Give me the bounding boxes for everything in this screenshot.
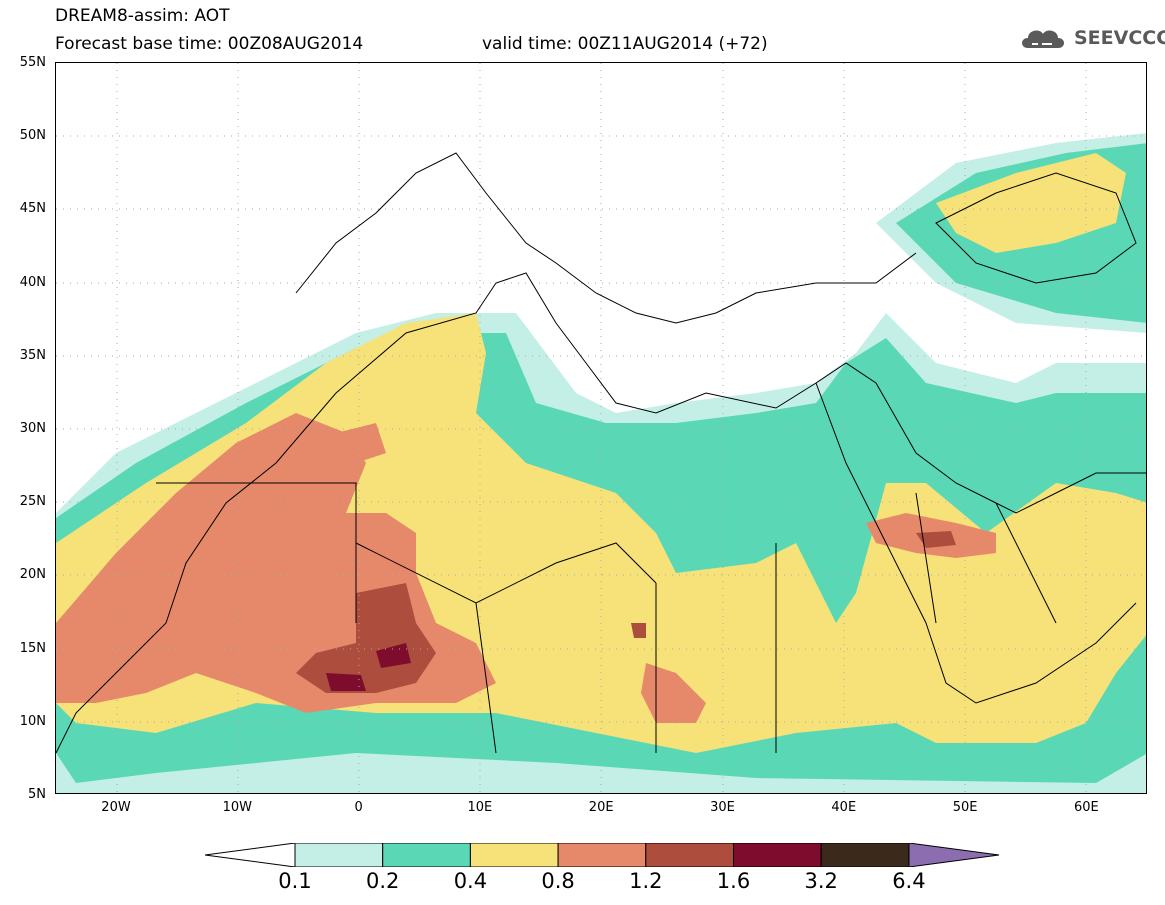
- colorbar-label: 1.2: [629, 869, 663, 893]
- logo-text: SEEVCCC: [1074, 27, 1165, 49]
- valid-time: valid time: 00Z11AUG2014 (+72): [482, 34, 768, 54]
- seevccc-logo: SEEVCCC: [1018, 24, 1165, 52]
- lon-label: 40E: [831, 800, 857, 815]
- colorbar: [204, 842, 1001, 871]
- lat-label: 30N: [19, 421, 46, 436]
- map-title: DREAM8-assim: AOT: [55, 6, 230, 26]
- lon-label: 30E: [710, 800, 735, 815]
- lon-label: 10W: [222, 800, 252, 815]
- colorbar-label: 6.4: [892, 869, 926, 893]
- aot-layer-1-2: [296, 531, 956, 693]
- lon-label: 50E: [952, 800, 978, 815]
- lon-label: 60E: [1074, 800, 1099, 815]
- lon-label: 20W: [101, 800, 131, 815]
- aot-layer-1-6: [326, 643, 411, 691]
- lon-label: 20E: [588, 800, 614, 815]
- colorbar-label: 3.2: [804, 869, 838, 893]
- colorbar-swatch: [645, 842, 734, 868]
- colorbar-label: 0.8: [541, 869, 575, 893]
- colorbar-swatch: [469, 842, 559, 868]
- colorbar-label: 0.4: [453, 869, 488, 893]
- colorbar-low-arrow: [204, 842, 296, 868]
- lat-label: 45N: [19, 201, 46, 217]
- lat-label: 35N: [19, 347, 46, 363]
- graticule: [56, 63, 1146, 793]
- lon-label: 10E: [467, 800, 493, 815]
- lon-label: 0: [354, 800, 363, 815]
- colorbar-bar: [204, 842, 1000, 868]
- cloud-icon: [1022, 30, 1064, 48]
- forecast-base-time: Forecast base time: 00Z08AUG2014: [55, 34, 364, 54]
- coastlines: [56, 152, 1146, 754]
- colorbar-swatch: [733, 842, 822, 868]
- colorbar-swatch: [294, 842, 384, 868]
- colorbar-label: 0.2: [365, 869, 400, 893]
- colorbar-high-arrow: [908, 842, 1000, 868]
- lat-label: 25N: [19, 494, 46, 510]
- aot-map: [55, 62, 1147, 794]
- lat-label: 5N: [28, 787, 46, 802]
- lat-label: 50N: [19, 128, 46, 144]
- colorbar-swatch: [820, 842, 910, 868]
- lat-label: 55N: [19, 55, 46, 70]
- lat-label: 40N: [19, 274, 46, 290]
- lat-label: 15N: [19, 640, 46, 656]
- colorbar-label: 1.6: [716, 869, 751, 893]
- lat-label: 20N: [19, 567, 46, 583]
- colorbar-label: 0.1: [278, 869, 312, 893]
- colorbar-swatch: [382, 842, 471, 868]
- lat-label: 10N: [19, 713, 46, 729]
- colorbar-swatch: [557, 842, 647, 868]
- aot-field: [56, 63, 1146, 793]
